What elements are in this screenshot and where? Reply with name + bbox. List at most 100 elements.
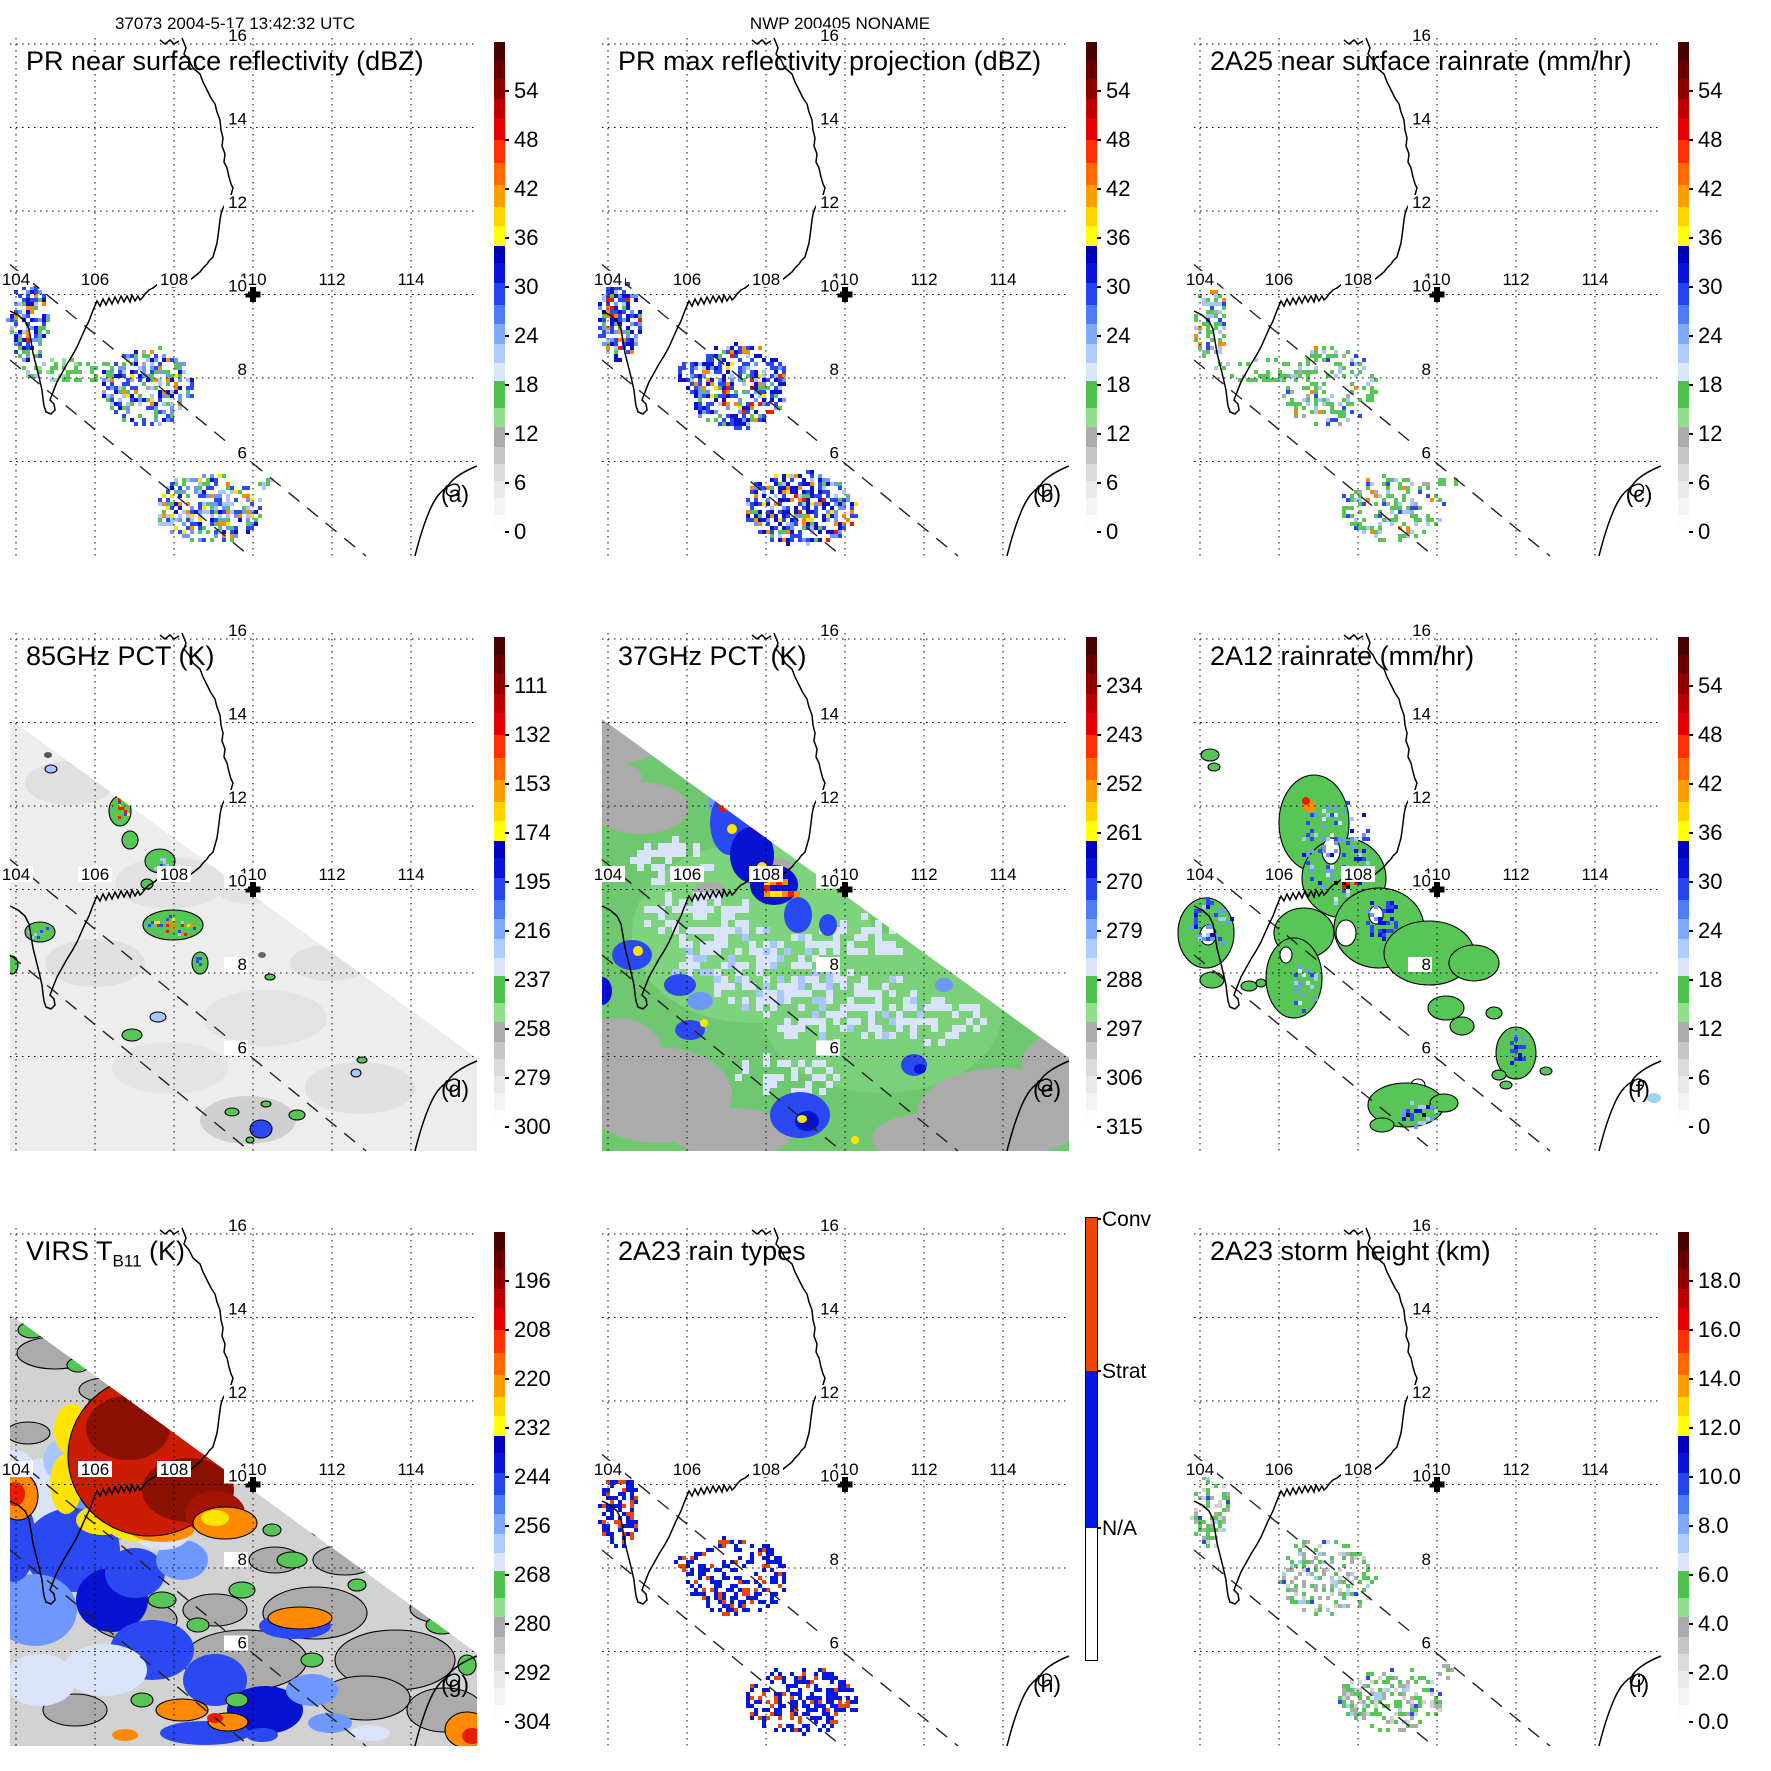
panel-title-g: VIRS TB11 (K): [26, 1236, 186, 1271]
data-blob: [1449, 1016, 1475, 1036]
colorbar-tick: [1097, 881, 1101, 883]
lon-label: 104: [2, 1460, 30, 1479]
colorbar-label: 30: [514, 274, 539, 299]
colorbar-segment: [1678, 693, 1689, 714]
colorbar-segment: [1086, 899, 1097, 920]
colorbar-tick: [1689, 1280, 1693, 1282]
data-blob: [687, 992, 713, 1010]
panel-title-b: PR max reflectivity projection (dBZ): [618, 46, 1042, 76]
data-blob: [352, 1524, 372, 1536]
lat-label: 6: [238, 1039, 247, 1058]
colorbar-tick: [505, 1280, 509, 1282]
data-speckle-cluster: [1214, 358, 1302, 382]
colorbar-segment: [1678, 899, 1689, 920]
colorbar-tick: [505, 286, 509, 288]
colorbar-segment: [494, 497, 505, 516]
colorbar-i: 0.0 2.0 4.0 6.0 8.0 10.0 12.0 14.0 16.0 18.0: [1678, 1232, 1741, 1734]
colorbar-segment: [1086, 497, 1097, 516]
crosshair-marker: [837, 287, 853, 302]
data-blob: [249, 1119, 273, 1139]
colorbar-segment: [1086, 42, 1097, 60]
colorbar-label: 252: [1106, 771, 1143, 796]
colorbar-segment: [494, 1352, 505, 1375]
colorbar-segment: [1678, 1092, 1689, 1111]
colorbar-tick: [1689, 531, 1693, 533]
colorbar-segment: [1678, 380, 1689, 408]
data-blob: [1491, 1069, 1507, 1081]
colorbar-tick: [1689, 1077, 1693, 1079]
lat-label: 14: [820, 705, 839, 724]
colorbar-label: 12: [1106, 421, 1131, 446]
data-blob: [1200, 748, 1220, 762]
colorbar-segment: [1086, 975, 1097, 1003]
data-blob: [63, 1644, 147, 1696]
colorbar-segment: [1678, 446, 1689, 464]
panel-d: 104 106 108 110 112 114 16 14 12 10 8 6 (d) 85GHz PCT…: [0, 595, 592, 1190]
data-speckle-cluster: [1342, 474, 1446, 542]
crosshair-marker: [837, 1477, 853, 1492]
colorbar-tick: [1689, 1378, 1693, 1380]
data-blob: [140, 878, 154, 890]
colorbar-h: Conv Strat N/A: [1085, 1208, 1151, 1661]
colorbar-segment: [1678, 1494, 1689, 1515]
colorbar-segment: [1086, 117, 1097, 141]
colorbar-tick: [1097, 237, 1101, 239]
data-blob: [1448, 944, 1500, 982]
colorbar-segment: [1086, 1527, 1097, 1661]
colorbar-segment: [1678, 957, 1689, 976]
panel-letter: (e): [1033, 1076, 1061, 1102]
colorbar-segment: [1678, 673, 1689, 694]
colorbar-label: 243: [1106, 722, 1143, 747]
colorbar-tick: [1097, 1126, 1101, 1128]
colorbar-segment: [1086, 407, 1097, 428]
colorbar-segment: [1086, 877, 1097, 900]
coastline: [9, 37, 478, 557]
data-blob: [727, 824, 737, 834]
data-blob: [425, 1615, 459, 1635]
colorbar-tick: [1689, 1427, 1693, 1429]
lat-label: 16: [820, 26, 839, 45]
data-blob: [310, 1522, 334, 1538]
colorbar-segment: [1678, 1704, 1689, 1723]
lat-label: 6: [1422, 1634, 1431, 1653]
data-blob: [258, 952, 266, 958]
lat-label: 10: [1412, 872, 1431, 891]
lat-label: 12: [820, 193, 839, 212]
colorbar-segment: [1678, 140, 1689, 163]
data-speckle-cluster: [158, 474, 262, 542]
lat-label: 8: [238, 1550, 247, 1569]
colorbar-segment: [494, 1687, 505, 1706]
colorbar-tick: [1097, 335, 1101, 337]
colorbar-segment: [1678, 975, 1689, 1003]
colorbar-tick: [505, 1623, 509, 1625]
panel-letter: (c): [1626, 481, 1653, 507]
lat-label: 8: [1422, 1550, 1431, 1569]
colorbar-segment: [494, 938, 505, 959]
lon-label: 106: [81, 1460, 109, 1479]
colorbar-segment: [1678, 637, 1689, 655]
data-blob: [1279, 946, 1293, 964]
data-blob: [1255, 978, 1267, 988]
swath-edge-lines: [9, 1453, 367, 1747]
colorbar-segment: [1678, 42, 1689, 60]
colorbar-tick: [505, 1378, 509, 1380]
colorbar-segment: [494, 957, 505, 976]
lat-label: 10: [228, 872, 247, 891]
colorbar-segment: [494, 1002, 505, 1023]
lon-label: 108: [160, 1460, 188, 1479]
data-blob: [186, 1617, 210, 1633]
colorbar-segment: [1678, 225, 1689, 246]
crosshair-marker: [1429, 287, 1445, 302]
data-blob: [183, 1654, 247, 1706]
colorbar-segment: [494, 117, 505, 141]
colorbar-segment: [494, 975, 505, 1003]
lat-label: 6: [238, 1634, 247, 1653]
colorbar-tick: [1689, 1525, 1693, 1527]
lat-label: 14: [228, 705, 247, 724]
data-blob: [356, 1056, 368, 1064]
colorbar-tick: [1689, 1721, 1693, 1723]
